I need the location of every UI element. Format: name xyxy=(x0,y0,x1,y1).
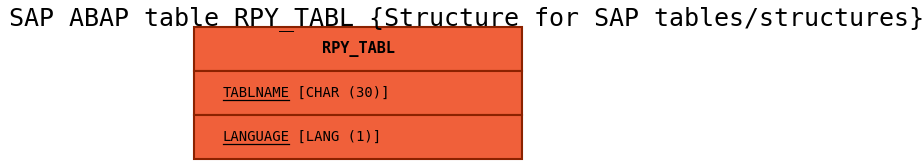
Text: [LANG (1)]: [LANG (1)] xyxy=(289,130,381,144)
FancyBboxPatch shape xyxy=(194,27,522,71)
Text: [CHAR (30)]: [CHAR (30)] xyxy=(289,86,390,100)
FancyBboxPatch shape xyxy=(194,71,522,115)
Text: TABLNAME: TABLNAME xyxy=(222,86,290,100)
Text: SAP ABAP table RPY_TABL {Structure for SAP tables/structures}: SAP ABAP table RPY_TABL {Structure for S… xyxy=(8,6,923,31)
Text: LANGUAGE: LANGUAGE xyxy=(222,130,290,144)
Text: RPY_TABL: RPY_TABL xyxy=(321,41,395,57)
FancyBboxPatch shape xyxy=(194,115,522,159)
